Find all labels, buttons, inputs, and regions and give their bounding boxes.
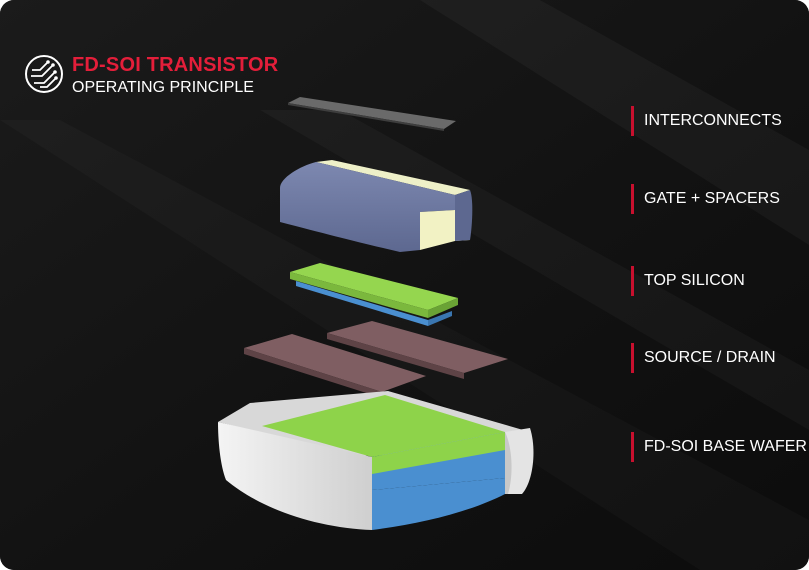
top-silicon-layer (290, 263, 458, 326)
base-wafer-layer (218, 391, 534, 530)
label-base-wafer: FD-SOI BASE WAFER (631, 432, 807, 462)
diagram-subtitle: OPERATING PRINCIPLE (72, 79, 254, 96)
label-source-drain: SOURCE / DRAIN (631, 343, 776, 373)
circuit-traces-icon (25, 55, 63, 93)
interconnects-layer (288, 97, 456, 131)
gate-spacers-layer (280, 160, 473, 252)
label-top-silicon: TOP SILICON (631, 266, 745, 296)
label-interconnects: INTERCONNECTS (631, 106, 782, 136)
source-drain-layer (244, 321, 508, 398)
diagram-title: FD-SOI TRANSISTOR (72, 54, 279, 76)
label-gate-spacers: GATE + SPACERS (631, 184, 780, 214)
